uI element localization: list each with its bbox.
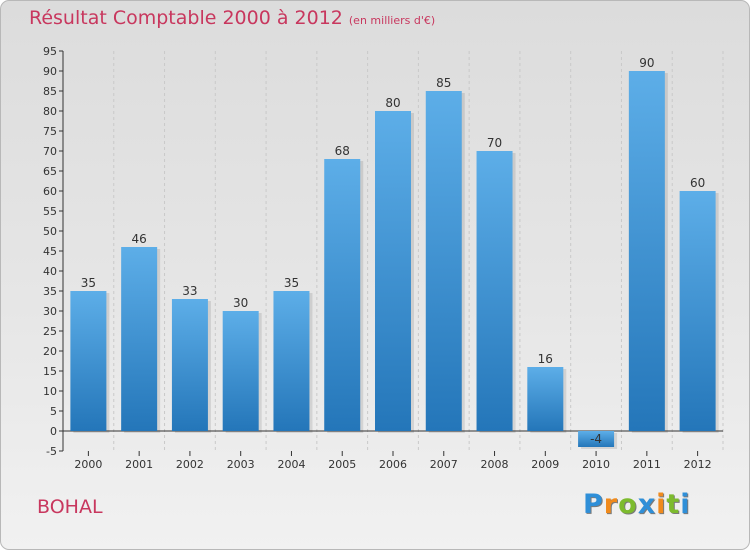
y-tick-label: 45 xyxy=(43,245,57,258)
bar xyxy=(324,159,361,431)
data-label: 16 xyxy=(538,352,553,366)
bar xyxy=(121,247,158,431)
logo-letter: P xyxy=(583,489,604,520)
y-tick-label: 70 xyxy=(43,145,57,158)
y-tick-label: -5 xyxy=(46,445,57,458)
logo-letter: x xyxy=(637,489,657,520)
logo-letter: o xyxy=(618,489,638,520)
data-label: 85 xyxy=(436,76,451,90)
data-label: 68 xyxy=(335,144,350,158)
bar xyxy=(527,367,564,431)
y-tick-label: 30 xyxy=(43,305,57,318)
chart-subtitle: (en milliers d'€) xyxy=(348,14,436,27)
data-label: 80 xyxy=(385,96,400,110)
x-tick-label: 2000 xyxy=(74,458,102,471)
data-label: 90 xyxy=(639,56,654,70)
y-tick-label: 10 xyxy=(43,385,57,398)
axes: -5 0 5 10 15 20 25 30 35 40 45 50 55 60 65 70 75 80 85 90 95… xyxy=(43,45,723,471)
x-tick-label: 2002 xyxy=(176,458,204,471)
y-tick-label: 20 xyxy=(43,345,57,358)
data-labels: 35 46 33 30 35 68 80 85 70 16 -4 90 60 xyxy=(81,56,706,446)
logo-letter: i xyxy=(680,489,691,520)
bar xyxy=(375,111,411,431)
y-tick-label: 75 xyxy=(43,125,57,138)
data-label: 70 xyxy=(487,136,502,150)
proxiti-logo: Proxiti xyxy=(583,489,691,520)
data-label: 35 xyxy=(81,276,96,290)
y-tick-label: 60 xyxy=(43,185,57,198)
logo-letter: r xyxy=(603,489,619,520)
place-name: BOHAL xyxy=(37,496,103,518)
y-tick-label: 50 xyxy=(43,225,57,238)
x-tick-label: 2010 xyxy=(582,458,610,471)
bar xyxy=(578,431,615,447)
bars xyxy=(70,71,719,449)
y-tick-label: 35 xyxy=(43,285,57,298)
bar xyxy=(222,311,259,431)
y-tick-label: 65 xyxy=(43,165,57,178)
bar xyxy=(273,291,310,431)
bar xyxy=(679,191,716,431)
data-label: 60 xyxy=(690,176,705,190)
y-tick-label: 25 xyxy=(43,325,57,338)
y-tick-label: 40 xyxy=(43,265,57,278)
chart-title: Résultat Comptable 2000 à 2012 (en millie… xyxy=(29,7,435,29)
y-tick-label: 95 xyxy=(43,45,57,58)
data-label: 33 xyxy=(182,284,197,298)
x-tick-label: 2003 xyxy=(227,458,255,471)
bar xyxy=(70,291,107,431)
bar xyxy=(628,71,665,431)
grid-lines xyxy=(62,51,724,451)
data-label: 30 xyxy=(233,296,248,310)
data-label: 35 xyxy=(284,276,299,290)
x-tick-label: 2009 xyxy=(531,458,559,471)
y-tick-label: 15 xyxy=(43,365,57,378)
x-tick-label: 2005 xyxy=(328,458,356,471)
chart-title-text: Résultat Comptable 2000 à 2012 xyxy=(29,7,343,29)
bar xyxy=(171,299,208,431)
y-tick-label: 90 xyxy=(43,65,57,78)
x-tick-label: 2007 xyxy=(430,458,458,471)
data-label: -4 xyxy=(590,432,602,446)
x-tick-label: 2011 xyxy=(633,458,661,471)
y-tick-label: 80 xyxy=(43,105,57,118)
x-tick-label: 2004 xyxy=(277,458,305,471)
x-tick-label: 2012 xyxy=(684,458,712,471)
x-tick-label: 2006 xyxy=(379,458,407,471)
bar xyxy=(425,91,462,431)
y-tick-label: 55 xyxy=(43,205,57,218)
data-label: 46 xyxy=(132,232,147,246)
logo-letter: t xyxy=(666,489,681,520)
y-tick-label: 5 xyxy=(50,405,57,418)
y-tick-label: 0 xyxy=(50,425,57,438)
y-tick-label: 85 xyxy=(43,85,57,98)
x-tick-label: 2008 xyxy=(481,458,509,471)
logo-letter: i xyxy=(656,489,667,520)
x-tick-label: 2001 xyxy=(125,458,153,471)
bar xyxy=(476,151,513,431)
